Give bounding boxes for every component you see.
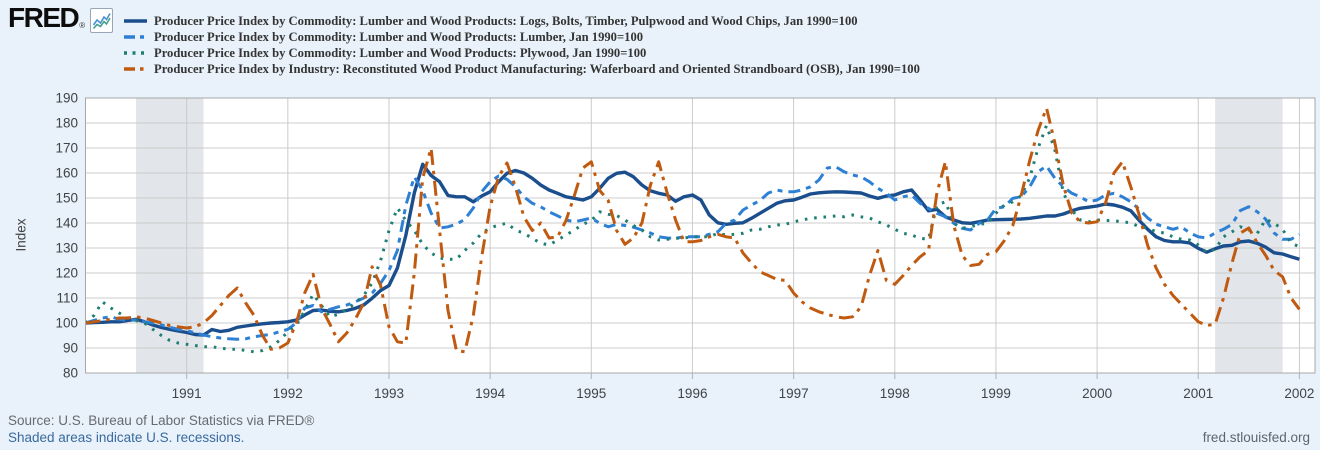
source-text: Source: U.S. Bureau of Labor Statistics … [8, 413, 315, 428]
x-tick-label: 1997 [779, 386, 809, 401]
y-tick-label: 170 [55, 141, 78, 156]
legend-item-label: Producer Price Index by Industry: Recons… [154, 61, 920, 76]
series-line-logs-bolts-timber [85, 162, 1300, 337]
y-tick-label: 110 [56, 291, 78, 306]
x-tick-label: 2002 [1284, 386, 1314, 401]
legend-key-icon [124, 19, 147, 23]
x-tick-label: 1992 [273, 386, 303, 401]
plot-border [85, 97, 1316, 374]
legend-key-icon [124, 51, 147, 55]
legend-key-icon [124, 67, 147, 71]
x-tick-label: 1991 [172, 386, 202, 401]
y-tick-label: 130 [55, 241, 78, 256]
chart-legend: Producer Price Index by Commodity: Lumbe… [124, 13, 920, 77]
y-tick-label: 180 [55, 116, 78, 131]
y-axis-title: Index [13, 218, 29, 252]
x-tick-label: 1993 [374, 386, 404, 401]
y-tick-label: 140 [55, 216, 78, 231]
y-tick-label: 100 [55, 316, 78, 331]
legend-item-label: Producer Price Index by Commodity: Lumbe… [154, 29, 644, 44]
legend-item-logs-bolts-timber: Producer Price Index by Commodity: Lumbe… [124, 13, 920, 29]
x-tick-label: 1996 [677, 386, 707, 401]
y-tick-label: 150 [55, 191, 78, 206]
plot-area[interactable] [85, 98, 1316, 373]
fred-logo-text: FRED [8, 2, 80, 33]
site-text: fred.stlouisfed.org [1202, 430, 1310, 445]
fred-logo[interactable]: FRED ® [8, 2, 114, 33]
legend-item-plywood: Producer Price Index by Commodity: Lumbe… [124, 45, 920, 61]
x-tick-label: 1998 [880, 386, 910, 401]
y-tick-label: 160 [55, 166, 78, 181]
x-tick-label: 1994 [475, 386, 506, 401]
legend-item-osb-waferboard: Producer Price Index by Industry: Recons… [124, 61, 920, 77]
legend-item-lumber: Producer Price Index by Commodity: Lumbe… [124, 29, 920, 45]
x-tick-label: 2001 [1183, 386, 1213, 401]
y-tick-label: 190 [55, 91, 78, 106]
legend-item-label: Producer Price Index by Commodity: Lumbe… [154, 45, 647, 60]
recession-band [1215, 98, 1283, 373]
recession-band [136, 98, 204, 373]
recession-note-link[interactable]: Shaded areas indicate U.S. recessions. [8, 430, 245, 445]
legend-item-label: Producer Price Index by Commodity: Lumbe… [154, 13, 858, 28]
series-line-lumber [85, 164, 1301, 341]
x-tick-label: 1995 [576, 386, 606, 401]
x-tick-label: 1999 [981, 386, 1011, 401]
y-tick-label: 90 [63, 341, 78, 356]
legend-key-icon [124, 35, 147, 39]
y-tick-label: 120 [55, 266, 78, 281]
x-tick-label: 2000 [1082, 386, 1112, 401]
series-line-osb-waferboard [85, 106, 1301, 354]
y-tick-label: 80 [63, 366, 78, 381]
line-chart-icon [90, 8, 114, 33]
registered-mark: ® [79, 21, 86, 30]
